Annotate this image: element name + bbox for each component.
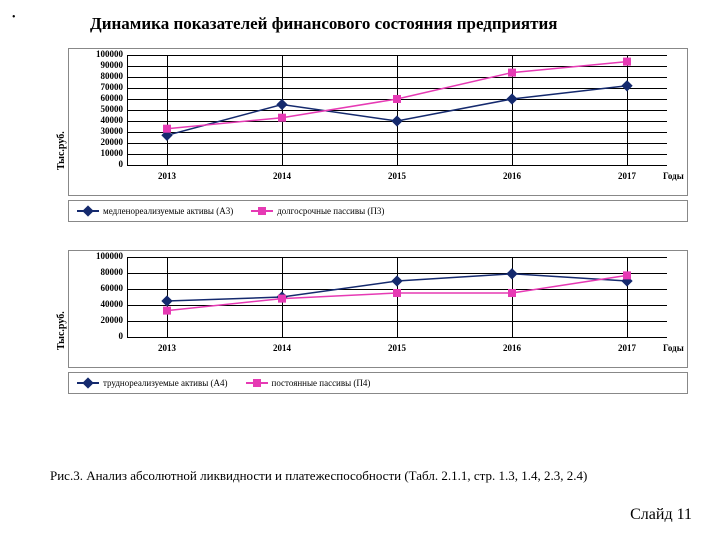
xtick: 2015 [372,171,422,181]
ytick: 10000 [83,148,123,158]
ytick: 90000 [83,60,123,70]
figure-caption: Рис.3. Анализ абсолютной ликвидности и п… [50,468,587,484]
legend-label: медленореализуемые активы (A3) [103,206,233,216]
legend-item: долгосрочные пассивы (П3) [251,206,384,216]
legend-item: труднореализуемые активы (A4) [77,378,228,388]
ytick: 40000 [83,115,123,125]
chart-top-legend: медленореализуемые активы (A3) долгосрочн… [68,200,688,222]
ytick: 40000 [83,299,123,309]
chart-bottom-legend: труднореализуемые активы (A4) постоянные … [68,372,688,394]
xtick: 2013 [142,171,192,181]
xtick: 2017 [602,343,652,353]
ytick: 0 [83,159,123,169]
legend-item: постоянные пассивы (П4) [246,378,371,388]
ytick: 60000 [83,283,123,293]
slide-number: Слайд 11 [630,506,692,524]
legend-label: постоянные пассивы (П4) [272,378,371,388]
x-axis-label: Годы [663,343,684,353]
ytick: 70000 [83,82,123,92]
ytick: 20000 [83,315,123,325]
page-title: Динамика показателей финансового состоян… [90,14,680,34]
y-axis-label-top: Тыс.руб. [56,131,67,170]
ytick: 30000 [83,126,123,136]
ytick: 20000 [83,137,123,147]
legend-label: труднореализуемые активы (A4) [103,378,228,388]
xtick: 2013 [142,343,192,353]
xtick: 2016 [487,343,537,353]
ytick: 80000 [83,267,123,277]
ytick: 100000 [83,251,123,261]
xtick: 2016 [487,171,537,181]
chart-bottom: 0 20000 40000 60000 80000 100000 2013 2014 2015 2… [68,250,688,368]
xtick: 2014 [257,343,307,353]
ytick: 100000 [83,49,123,59]
ytick: 50000 [83,104,123,114]
xtick: 2015 [372,343,422,353]
x-axis-label: Годы [663,171,684,181]
legend-item: медленореализуемые активы (A3) [77,206,233,216]
xtick: 2014 [257,171,307,181]
chart-top: 0100002000030000400005000060000700008000… [68,48,688,196]
legend-label: долгосрочные пассивы (П3) [277,206,384,216]
bullet-dot: • [12,12,16,23]
y-axis-label-bottom: Тыс.руб. [56,311,67,350]
chart-bottom-plot [127,257,667,337]
ytick: 60000 [83,93,123,103]
xtick: 2017 [602,171,652,181]
ytick: 80000 [83,71,123,81]
ytick: 0 [83,331,123,341]
chart-top-plot [127,55,667,165]
